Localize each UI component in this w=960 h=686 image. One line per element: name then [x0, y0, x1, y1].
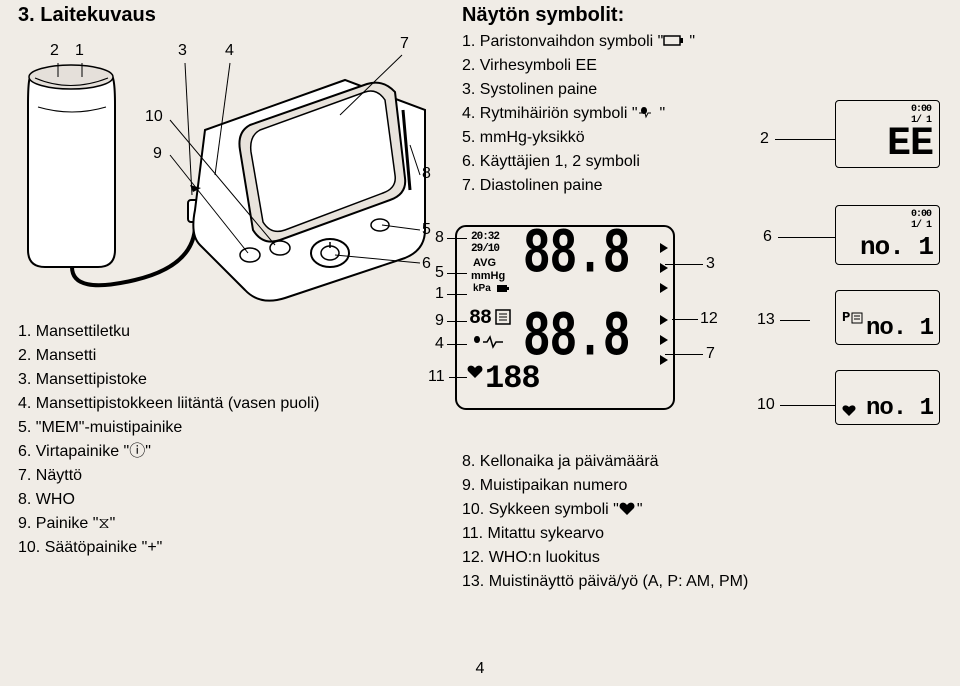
lcd-display: 20:32 29/10 AVG mmHg kPa 88.8 88 88.8 18… — [455, 225, 675, 410]
heart-rhythm-icon — [469, 333, 513, 351]
lcd-callout: 12 — [700, 310, 718, 328]
list-item: 5. "MEM"-muistipainike — [18, 416, 320, 440]
lcd-callout: 11 — [428, 368, 445, 386]
rcol-num: 10 — [757, 396, 775, 414]
device-diagram: 2 1 3 4 7 10 9 8 5 6 — [20, 45, 440, 305]
lcd-callout: 3 — [706, 255, 715, 273]
list-item: 11. Mitattu sykearvo — [462, 522, 748, 546]
lcd-callout: 5 — [435, 264, 444, 282]
lcd-callout: 8 — [435, 229, 444, 247]
no1-box-c: no. 1 — [835, 370, 940, 425]
lcd-callout: 1 — [435, 285, 444, 303]
rcol-num: 6 — [763, 228, 772, 246]
list-item: 4. Rytmihäiriön symboli "" — [462, 102, 752, 126]
list-item: 2. Mansetti — [18, 344, 320, 368]
list-item: 9. Muistipaikan numero — [462, 474, 748, 498]
list-item: 8. WHO — [18, 488, 320, 512]
right-list-bottom: 8. Kellonaika ja päivämäärä 9. Muistipai… — [462, 450, 748, 594]
rcol-num: 13 — [757, 311, 775, 329]
ee-callout-num: 2 — [760, 130, 769, 148]
list-item: 2. Virhesymboli EE — [462, 54, 752, 78]
list-item: 9. Painike "⧖" — [18, 512, 320, 536]
no1-box-b: P no. 1 — [835, 290, 940, 345]
list-item: 7. Diastolinen paine — [462, 174, 752, 198]
callout: 3 — [178, 42, 187, 60]
list-item: 4. Mansettipistokkeen liitäntä (vasen pu… — [18, 392, 320, 416]
lcd-callout: 4 — [435, 335, 444, 353]
callout: 2 — [50, 42, 59, 60]
list-item: 1. Paristonvaihdon symboli "" — [462, 30, 752, 54]
callout: 9 — [153, 145, 162, 163]
callout: 8 — [422, 165, 431, 183]
title-right: Näytön symbolit: — [462, 4, 624, 27]
list-item: 3. Mansettipistoke — [18, 368, 320, 392]
heart-icon — [842, 404, 856, 418]
left-list: 1. Mansettiletku 2. Mansetti 3. Mansetti… — [18, 320, 320, 560]
list-item: 10. Säätöpainike "+" — [18, 536, 320, 560]
list-item: 6. Virtapainike "ⓘ" — [18, 440, 320, 464]
callout: 7 — [400, 35, 409, 53]
callout: 5 — [422, 221, 431, 239]
right-list-top: 1. Paristonvaihdon symboli "" 2. Virhesy… — [462, 30, 752, 198]
list-item: 10. Sykkeen symboli "" — [462, 498, 748, 522]
list-item: 13. Muistinäyttö päivä/yö (A, P: AM, PM) — [462, 570, 748, 594]
list-item: 3. Systolinen paine — [462, 78, 752, 102]
list-item: 5. mmHg-yksikkö — [462, 126, 752, 150]
list-item: 1. Mansettiletku — [18, 320, 320, 344]
lcd-callout: 9 — [435, 312, 444, 330]
list-item: 7. Näyttö — [18, 464, 320, 488]
heart-icon — [467, 365, 483, 379]
memory-icon — [495, 309, 513, 325]
no1-box-a: 0:00 1/ 1 no. 1 — [835, 205, 940, 265]
ee-display: 0:00 1/ 1 EE — [835, 100, 940, 168]
page-number: 4 — [476, 660, 485, 678]
lcd-callout: 7 — [706, 345, 715, 363]
list-item: 8. Kellonaika ja päivämäärä — [462, 450, 748, 474]
callout: 10 — [145, 108, 163, 126]
list-item: 6. Käyttäjien 1, 2 symboli — [462, 150, 752, 174]
callout: 1 — [75, 42, 84, 60]
callout: 4 — [225, 42, 234, 60]
list-item: 12. WHO:n luokitus — [462, 546, 748, 570]
title-left: 3. Laitekuvaus — [18, 4, 156, 27]
callout: 6 — [422, 255, 431, 273]
